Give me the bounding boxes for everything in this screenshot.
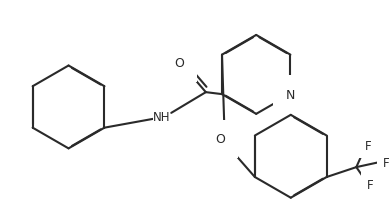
Text: NH: NH: [152, 111, 170, 124]
Text: O: O: [174, 57, 184, 70]
Text: N: N: [286, 88, 295, 101]
Text: F: F: [365, 139, 371, 152]
Text: F: F: [367, 179, 373, 191]
Text: O: O: [216, 132, 226, 145]
Text: F: F: [383, 156, 389, 169]
